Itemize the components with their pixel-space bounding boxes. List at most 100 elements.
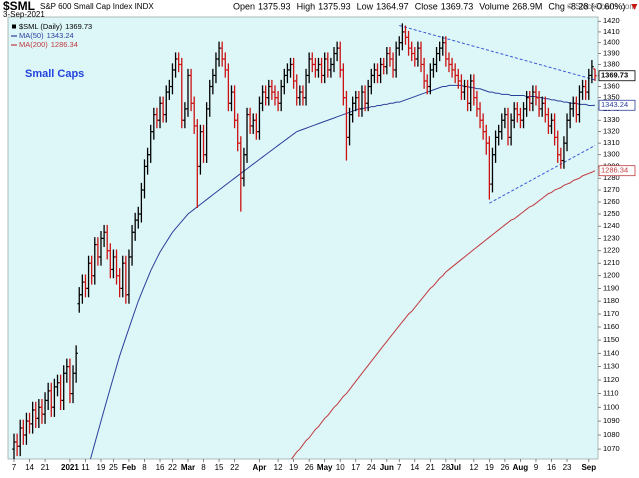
- quote-label: High: [297, 1, 316, 11]
- legend-swatch: [12, 24, 16, 29]
- y-tick-label: 1100: [603, 402, 619, 411]
- legend-label: $SML (Daily): [19, 22, 63, 31]
- x-tick-label: Sep: [581, 463, 596, 472]
- y-tick-label: 1150: [603, 335, 619, 344]
- y-tick-label: 1280: [603, 173, 620, 182]
- trendline: [489, 145, 596, 204]
- y-tick-label: 1170: [603, 309, 619, 318]
- value-box: [598, 99, 636, 111]
- x-tick-label: 8: [142, 463, 147, 472]
- x-tick-label: Apr: [253, 463, 267, 472]
- x-tick-label: 12: [274, 463, 283, 472]
- y-tick-label: 1220: [603, 246, 620, 255]
- y-tick-label: 1180: [603, 296, 619, 305]
- quote-value: 268.9M: [512, 1, 542, 11]
- x-tick-label: 22: [168, 463, 177, 472]
- quote-value: 1375.93: [318, 1, 351, 11]
- plot-area: [7, 16, 599, 460]
- legend-value: 1286.34: [51, 40, 78, 49]
- y-tick-label: 1410: [603, 27, 620, 36]
- y-tick-label: 1350: [603, 93, 620, 102]
- y-tick-label: 1130: [603, 362, 619, 371]
- y-tick-label: 1360: [603, 82, 620, 91]
- x-tick-label: 12: [469, 463, 478, 472]
- x-tick-label: 7: [12, 463, 17, 472]
- y-tick-label: 1190: [603, 283, 619, 292]
- y-tick-label: 1240: [603, 221, 620, 230]
- value-box: [598, 70, 636, 82]
- x-tick-label: 15: [215, 463, 224, 472]
- x-tick-label: 19: [485, 463, 494, 472]
- y-tick-label: 1260: [603, 197, 620, 206]
- symbol: $SML: [3, 0, 35, 13]
- y-tick-label: 1420: [603, 16, 620, 25]
- y-tick-label: 1400: [603, 38, 620, 47]
- x-tick-label: 16: [547, 463, 556, 472]
- x-tick-label: 14: [410, 463, 419, 472]
- quote-value: 1364.97: [376, 1, 409, 11]
- y-tick-label: 1160: [603, 322, 619, 331]
- y-tick-label: 1270: [603, 185, 620, 194]
- y-tick-label: 1230: [603, 233, 620, 242]
- date: 3-Sep-2021: [3, 10, 45, 19]
- quote-label: Open: [233, 1, 255, 11]
- moving-average: [89, 84, 596, 459]
- value-box-label: 1369.73: [601, 71, 628, 80]
- subtitle: S&P 600 Small Cap Index INDX: [40, 2, 154, 11]
- y-tick-label: 1380: [603, 59, 620, 68]
- x-tick-label: 17: [351, 463, 360, 472]
- x-tick-label: 22: [230, 463, 239, 472]
- x-tick-label: 19: [97, 463, 106, 472]
- legend-value: 1343.24: [47, 31, 74, 40]
- y-tick-label: 1140: [603, 348, 619, 357]
- x-tick-label: Aug: [513, 463, 529, 472]
- trendline: [399, 25, 596, 81]
- quote-label: Close: [415, 1, 438, 11]
- y-tick-label: 1300: [603, 150, 620, 159]
- quote-label: Volume: [479, 1, 509, 11]
- y-tick-label: 1310: [603, 138, 620, 147]
- quote-value: 1369.73: [441, 1, 474, 11]
- y-tick-label: 1250: [603, 209, 620, 218]
- value-box-label: 1286.34: [601, 166, 628, 175]
- x-tick-label: 11: [81, 463, 90, 472]
- x-tick-label: 2021: [61, 463, 79, 472]
- legend-label: MA(50): [19, 31, 44, 40]
- x-tick-label: Jul: [449, 463, 461, 472]
- x-tick-label: 26: [500, 463, 509, 472]
- x-tick-label: 19: [289, 463, 298, 472]
- x-tick-label: 24: [367, 463, 376, 472]
- x-tick-label: 28: [441, 463, 450, 472]
- x-tick-label: 9: [534, 463, 539, 472]
- y-tick-label: 1070: [603, 444, 620, 453]
- y-tick-label: 1200: [603, 271, 620, 280]
- annotation: Small Caps: [25, 68, 84, 80]
- plot-marks: [12, 23, 597, 459]
- quote-value: -8.28 (-0.60%): [568, 1, 626, 11]
- x-tick-label: 26: [305, 463, 314, 472]
- moving-average: [290, 170, 596, 459]
- x-tick-label: 7: [397, 463, 402, 472]
- legend-label: MA(200): [19, 40, 48, 49]
- quote-label: Chg: [548, 1, 565, 11]
- x-tick-label: Feb: [122, 463, 136, 472]
- x-tick-label: 14: [25, 463, 34, 472]
- x-tick-label: 21: [426, 463, 435, 472]
- y-tick-label: 1390: [603, 49, 620, 58]
- y-tick-label: 1330: [603, 115, 620, 124]
- x-tick-label: 16: [156, 463, 165, 472]
- value-box: [598, 165, 636, 177]
- change-arrow: [631, 4, 638, 10]
- y-tick-label: 1210: [603, 258, 620, 267]
- legend-value: 1369.73: [65, 22, 92, 31]
- y-tick-label: 1090: [603, 416, 620, 425]
- x-tick-label: 25: [109, 463, 118, 472]
- value-box-label: 1343.24: [601, 100, 628, 109]
- x-tick-label: 21: [41, 463, 50, 472]
- y-tick-label: 1120: [603, 375, 619, 384]
- x-tick-label: 23: [563, 463, 572, 472]
- y-tick-label: 1320: [603, 127, 620, 136]
- quote-value: 1375.93: [258, 1, 291, 11]
